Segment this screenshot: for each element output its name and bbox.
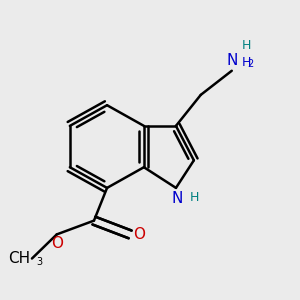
Text: 2: 2 bbox=[247, 59, 254, 69]
Text: O: O bbox=[51, 236, 63, 251]
Text: CH: CH bbox=[8, 251, 30, 266]
Text: 3: 3 bbox=[36, 257, 42, 267]
Text: N: N bbox=[172, 191, 183, 206]
Text: N: N bbox=[226, 53, 238, 68]
Text: H: H bbox=[242, 39, 251, 52]
Text: H: H bbox=[242, 56, 251, 69]
Text: H: H bbox=[190, 191, 199, 204]
Text: O: O bbox=[134, 227, 146, 242]
